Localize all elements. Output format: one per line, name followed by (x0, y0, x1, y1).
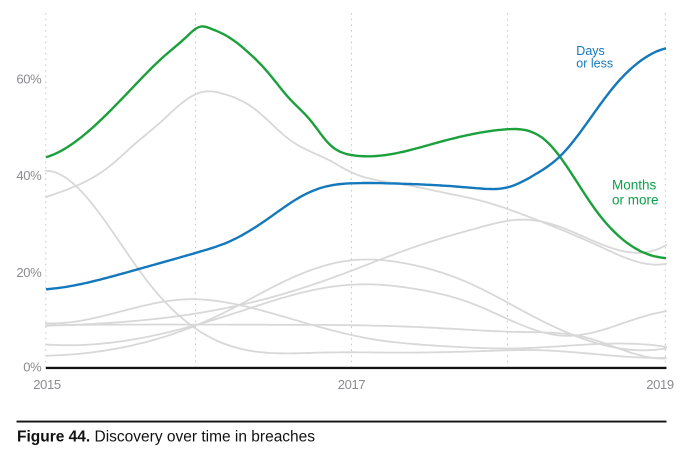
svg-text:Days: Days (576, 44, 604, 58)
svg-text:20%: 20% (16, 265, 42, 280)
svg-text:60%: 60% (16, 71, 42, 86)
svg-text:2015: 2015 (33, 377, 61, 392)
svg-text:Months: Months (612, 177, 657, 192)
svg-text:or less: or less (576, 57, 613, 71)
svg-text:0%: 0% (23, 360, 42, 375)
svg-text:or more: or more (612, 193, 659, 208)
svg-text:2017: 2017 (338, 377, 366, 392)
svg-text:Figure 44. Discovery over time: Figure 44. Discovery over time in breach… (17, 428, 315, 445)
svg-text:40%: 40% (16, 168, 42, 183)
svg-text:2019: 2019 (646, 377, 674, 392)
